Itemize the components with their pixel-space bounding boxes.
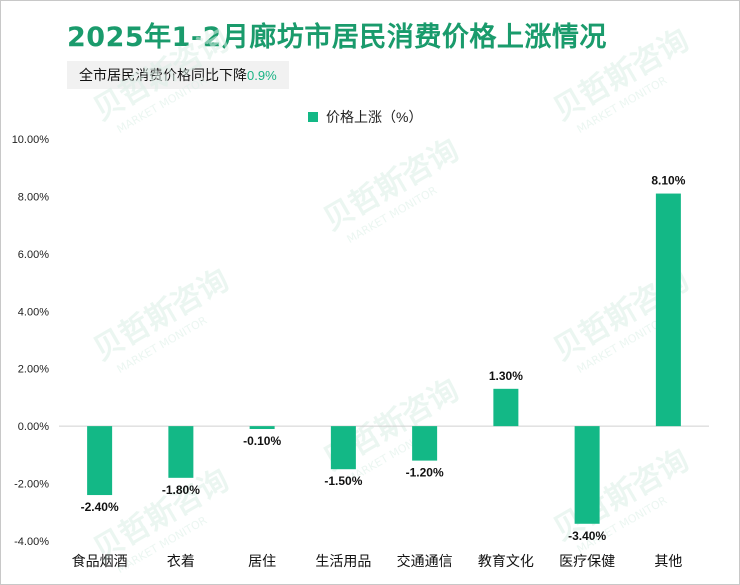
category-label: 交通通信	[397, 553, 453, 570]
bar	[574, 426, 600, 524]
bar	[330, 426, 356, 470]
y-tick-label: 8.00%	[18, 191, 49, 203]
data-label: -0.10%	[243, 434, 281, 448]
category-label: 医疗保健	[559, 554, 615, 570]
legend-label: 价格上涨（%）	[326, 109, 423, 125]
subtitle-box: 全市居民消费价格同比下降 0.9%	[67, 61, 289, 89]
legend: 价格上涨（%）	[308, 107, 422, 127]
data-label: -1.50%	[324, 474, 362, 488]
data-label: -1.20%	[406, 466, 444, 480]
category-label: 生活用品	[315, 554, 371, 570]
legend-swatch	[308, 112, 318, 122]
y-tick-label: -4.00%	[14, 536, 49, 548]
y-tick-label: -2.00%	[14, 479, 49, 491]
category-label: 衣着	[167, 554, 195, 570]
bar	[493, 388, 519, 427]
chart-title: 2025年1-2月廊坊市居民消费价格上涨情况	[67, 22, 607, 53]
bar	[87, 426, 113, 496]
y-tick-label: 6.00%	[18, 249, 49, 261]
data-label: 1.30%	[489, 369, 523, 383]
data-label: -3.40%	[568, 529, 606, 543]
category-label: 食品烟酒	[72, 553, 128, 570]
category-label: 教育文化	[478, 554, 534, 570]
y-tick-label: 10.00%	[12, 134, 50, 146]
subtitle-label: 全市居民消费价格同比下降	[79, 67, 247, 83]
category-label: 居住	[248, 554, 276, 570]
data-label: 8.10%	[651, 174, 685, 188]
bar	[412, 426, 438, 461]
category-label: 其他	[654, 554, 682, 570]
y-tick-label: 2.00%	[18, 364, 49, 376]
bar	[655, 193, 681, 427]
bar	[168, 426, 194, 478]
data-label: -2.40%	[81, 500, 119, 514]
y-tick-label: 4.00%	[18, 306, 49, 318]
bar	[249, 426, 275, 430]
subtitle-value: 0.9%	[247, 67, 277, 83]
y-tick-label: 0.00%	[18, 421, 49, 433]
data-label: -1.80%	[162, 483, 200, 497]
